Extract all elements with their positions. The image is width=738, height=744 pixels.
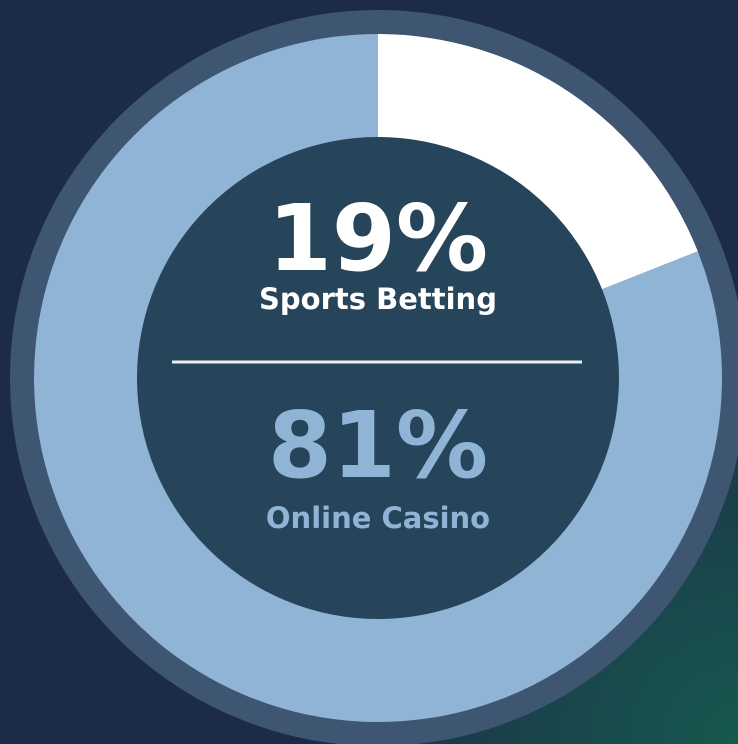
category-label: Sports Betting — [259, 282, 497, 316]
category-label: Online Casino — [266, 501, 490, 535]
outer-ring — [10, 10, 738, 744]
donut-hole — [137, 137, 619, 619]
value-label: 19% — [268, 185, 488, 292]
value-label: 81% — [268, 392, 488, 499]
